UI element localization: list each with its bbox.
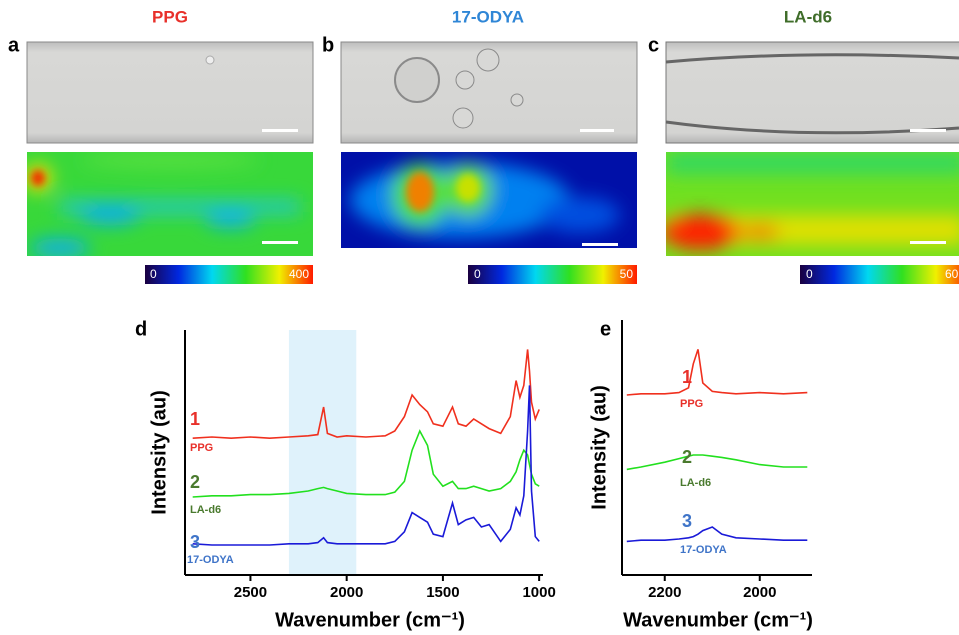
- bright-field-image: [26, 41, 314, 144]
- colorbar-max: 60: [945, 267, 959, 281]
- droplet: [452, 107, 474, 129]
- series-name: 17-ODYA: [187, 554, 234, 566]
- series-name: 17-ODYA: [680, 544, 727, 556]
- x-tick-label: 2000: [743, 584, 776, 601]
- series-number: 2: [190, 472, 200, 492]
- series-number: 2: [682, 447, 692, 467]
- colorbar: [145, 265, 313, 284]
- scale-bar: [910, 241, 946, 244]
- series-number: 3: [682, 511, 692, 531]
- series-name: LA-d6: [190, 504, 221, 516]
- panel-title: LA-d6: [784, 7, 832, 26]
- x-tick-label: 1500: [426, 584, 459, 601]
- panel-b: 17-ODYA b 0 50: [322, 7, 638, 284]
- x-tick-label: 1000: [522, 584, 555, 601]
- spectrum-line: [626, 349, 808, 396]
- raman-map: [666, 152, 959, 256]
- colorbar-max: 400: [289, 267, 309, 281]
- panel-letter: a: [8, 34, 20, 56]
- x-tick-label: 2200: [648, 584, 681, 601]
- colorbar-min: 0: [806, 267, 813, 281]
- spectrum-line: [192, 429, 540, 498]
- panel-letter: b: [322, 34, 334, 56]
- series-name: PPG: [190, 442, 213, 454]
- spectrum-chart: 1 PPG 2 LA-d6 3 17-ODYA 2500 2000 1500 1000 Wavenu…: [135, 318, 556, 631]
- spectrum-line: [626, 454, 808, 471]
- series-number: 1: [190, 409, 200, 429]
- y-axis-label: Intensity (au): [588, 385, 610, 509]
- scale-bar: [580, 129, 614, 132]
- raman-map: [341, 152, 637, 248]
- spectrum-line: [192, 385, 540, 546]
- spectrum-line: [192, 349, 540, 440]
- colorbar-min: 0: [474, 267, 481, 281]
- tube-edge: [665, 53, 959, 64]
- panel-title: 17-ODYA: [452, 7, 524, 26]
- spectrum-line: [626, 526, 808, 543]
- x-tick-label: 2500: [234, 584, 267, 601]
- droplet: [455, 70, 475, 90]
- series-name: PPG: [680, 398, 703, 410]
- series-number: 3: [190, 532, 200, 552]
- panel-title: PPG: [152, 7, 188, 26]
- series-name: LA-d6: [680, 477, 711, 489]
- scale-bar: [582, 243, 618, 246]
- colorbar: [800, 265, 959, 284]
- colorbar-max: 50: [620, 267, 634, 281]
- droplet: [476, 48, 500, 72]
- particle: [205, 55, 215, 65]
- panel-a: PPG a 0 400: [8, 7, 314, 284]
- y-axis-label: Intensity (au): [148, 390, 170, 514]
- colorbar: [468, 265, 637, 284]
- scale-bar: [262, 129, 298, 132]
- panel-letter: e: [600, 318, 611, 340]
- scale-bar: [910, 129, 946, 132]
- x-axis-label: Wavenumber (cm⁻¹): [275, 609, 465, 631]
- raman-map: [27, 152, 313, 256]
- x-axis-label: Wavenumber (cm⁻¹): [623, 609, 813, 631]
- scale-bar: [262, 241, 298, 244]
- panel-letter: c: [648, 34, 659, 56]
- colorbar-min: 0: [150, 267, 157, 281]
- droplet: [394, 57, 440, 103]
- x-tick-label: 2000: [330, 584, 363, 601]
- panel-letter: d: [135, 318, 147, 340]
- highlight-band: [288, 330, 357, 575]
- panel-c: LA-d6 c 0 60: [648, 7, 959, 284]
- series-number: 1: [682, 367, 692, 387]
- droplet: [510, 93, 524, 107]
- spectrum-chart: 1 PPG 2 LA-d6 3 17-ODYA 2200 2000 Wavenumber (cm…: [588, 318, 813, 631]
